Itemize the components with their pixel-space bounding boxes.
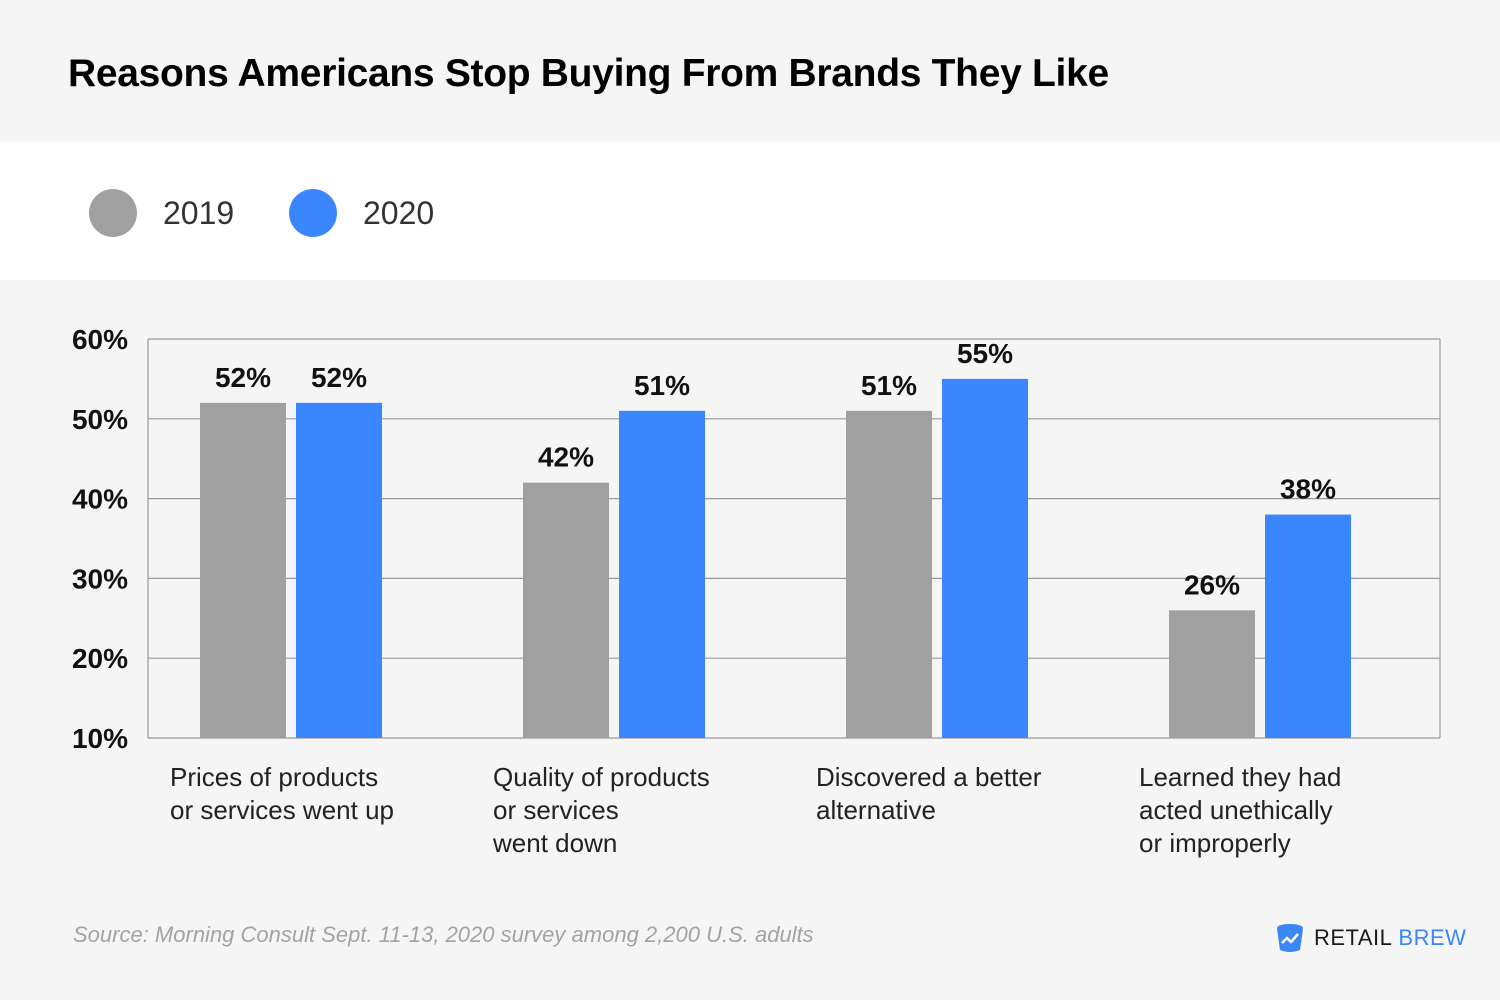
data-label: 38% [1280,474,1336,505]
bar-chart: 60% 50% 40% 30% 20% 10% 52% 52% Prices of produc… [0,280,1500,900]
source-note: Source: Morning Consult Sept. 11-13, 202… [73,922,814,947]
data-label: 51% [861,370,917,401]
bar-2019 [200,402,286,738]
brand-brew-text: BREW [1398,925,1467,950]
x-category-label: went down [492,828,617,858]
legend-item-2020: 2020 [289,189,434,237]
bar-2019 [1169,610,1255,738]
x-category-label: or services went up [170,795,394,825]
y-tick-label: 20% [72,643,128,674]
y-tick-label: 50% [72,404,128,435]
coffee-cup-chart-icon [1277,924,1303,952]
x-category-label: Discovered a better [816,762,1042,792]
chart-title: Reasons Americans Stop Buying From Brand… [68,52,1109,95]
legend-label-2020: 2020 [363,194,435,231]
y-tick-label: 40% [72,484,128,515]
y-tick-label: 10% [72,723,128,754]
legend [0,142,1500,280]
y-tick-label: 30% [72,563,128,594]
x-category-label: Learned they had [1139,762,1341,792]
data-label: 52% [215,362,271,393]
legend-label-2019: 2019 [163,194,235,231]
x-category-label: or improperly [1139,828,1291,858]
x-category-label: alternative [816,795,936,825]
data-label: 42% [538,442,594,473]
bar-2019 [846,410,932,738]
x-category-label: Prices of products [170,762,378,792]
brand-retail-text: RETAIL [1314,925,1393,950]
legend-swatch-2019 [89,189,137,237]
legend-item-2019: 2019 [89,189,234,237]
brand-logo: RETAIL BREW [1274,922,1466,954]
bar-2020 [1265,514,1351,738]
data-label: 51% [634,370,690,401]
data-label: 55% [957,338,1013,369]
bar-2020 [296,402,382,738]
bar-2020 [619,410,705,738]
x-category-label: or services [493,795,619,825]
bar-2019 [523,482,609,738]
bar-2020 [942,378,1028,738]
header: Reasons Americans Stop Buying From Brand… [0,0,1500,142]
x-category-label: Quality of products [493,762,710,792]
data-label: 52% [311,362,367,393]
x-category-label: acted unethically [1139,795,1333,825]
data-label: 26% [1184,569,1240,600]
legend-swatch-2020 [289,189,337,237]
y-tick-label: 60% [72,324,128,355]
